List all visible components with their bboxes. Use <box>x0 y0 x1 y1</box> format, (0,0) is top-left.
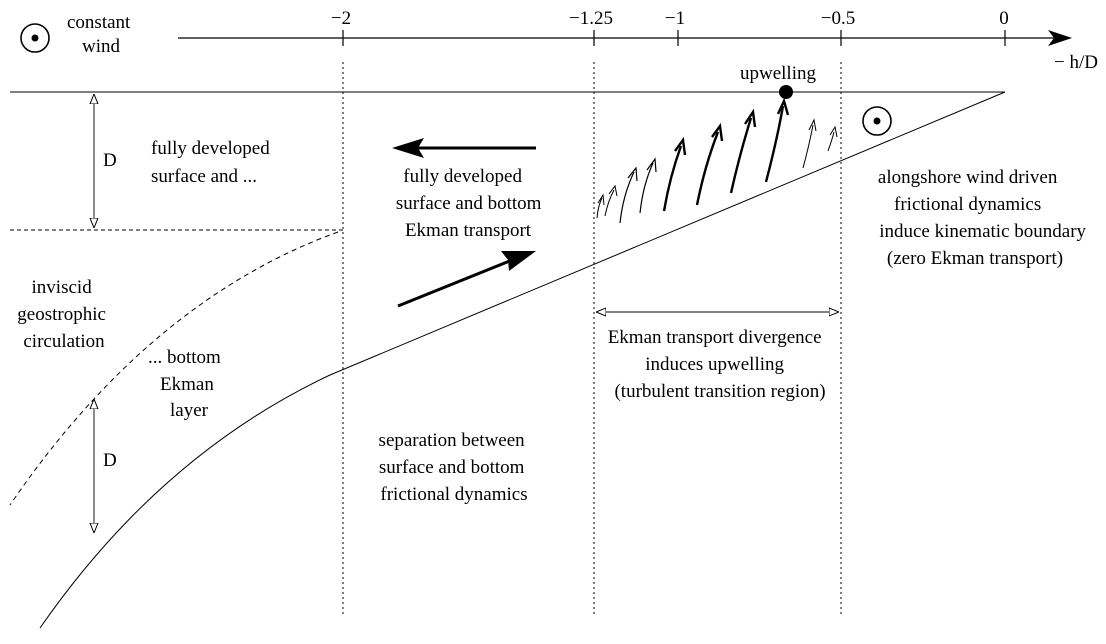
tick-label-m05: −0.5 <box>821 8 855 29</box>
upwelling-arrow-7 <box>729 117 753 194</box>
divergence-text: Ekman transport divergence induces upwel… <box>608 327 827 402</box>
upwelling-arrow-10 <box>827 131 835 152</box>
upper-layer-line-1: fully developed <box>151 138 270 159</box>
middle-region-line-1: fully developed <box>403 166 522 187</box>
upwelling-arrow-6 <box>695 131 720 206</box>
circled-dot-center <box>873 117 881 125</box>
separation-text: separation between surface and bottom fr… <box>379 430 530 505</box>
right-region-text: alongshore wind driven frictional dynami… <box>878 167 1091 269</box>
upwelling-arrow-10-head <box>829 125 838 138</box>
separation-line-1: separation between <box>379 430 526 451</box>
upwelling-arrow-7-head <box>744 108 757 128</box>
tick-label-m2: −2 <box>331 8 351 29</box>
circled-dot-icon <box>862 106 892 136</box>
upwelling-arrow-3 <box>619 171 635 224</box>
upwelling-arrow-5-head <box>674 136 687 156</box>
upwelling-arrow-8-head <box>776 97 790 116</box>
constant-wind-symbol <box>20 23 50 53</box>
bottom-layer-line-2: Ekman <box>160 374 214 395</box>
bottom-transport-arrow-shaft <box>397 258 513 308</box>
middle-region-line-2: surface and bottom <box>396 193 542 214</box>
middle-region-line-3: Ekman transport <box>405 220 532 241</box>
upwelling-arrow-6-head <box>711 122 724 142</box>
h-axis: −2 −1.25 −1 −0.5 0 − h/D <box>178 8 1098 73</box>
bottom-transport-arrowhead <box>501 251 536 271</box>
upwelling-arrow-2 <box>604 189 615 217</box>
divergence-line-3: (turbulent transition region) <box>614 381 825 402</box>
tick-label-m125: −1.25 <box>569 8 613 29</box>
right-region-line-1: alongshore wind driven <box>878 167 1058 188</box>
tick-label-0: 0 <box>999 8 1009 29</box>
axis-arrowhead <box>1048 30 1072 46</box>
legend-line-2: wind <box>82 36 121 57</box>
left-region-line-1: inviscid <box>32 277 93 298</box>
upwelling-arrow-2-head <box>608 184 618 197</box>
axis-label: − h/D <box>1054 52 1098 73</box>
divergence-line-1: Ekman transport divergence <box>608 327 822 348</box>
tick-label-m1: −1 <box>665 8 685 29</box>
depth-label-upper: D <box>103 150 117 171</box>
legend-line-1: constant <box>67 12 131 33</box>
guide-lines <box>342 62 842 614</box>
depth-label-lower: D <box>103 450 117 471</box>
circled-dot-icon <box>20 23 50 53</box>
upwelling-arrows <box>596 97 838 224</box>
upwelling-arrow-4 <box>639 162 654 214</box>
upwelling-arrow-5 <box>662 145 683 212</box>
bottom-layer-top <box>9 231 339 506</box>
separation-line-3: frictional dynamics <box>380 484 527 505</box>
upwelling-arrow-4-head <box>646 157 657 173</box>
upwelling-arrow-8 <box>764 105 785 183</box>
ekman-transport-arrows <box>392 138 536 308</box>
upper-layer-line-2: surface and ... <box>151 166 257 187</box>
separation-line-2: surface and bottom <box>379 457 525 478</box>
bottom-layer-text: ... bottom Ekman layer <box>148 347 226 421</box>
upper-layer-text: fully developed surface and ... <box>151 138 274 187</box>
upwelling-point <box>779 85 793 99</box>
left-region-line-3: circulation <box>23 331 105 352</box>
right-region-line-2: frictional dynamics <box>894 194 1041 215</box>
bottom-layer-line-1: ... bottom <box>148 347 221 368</box>
divergence-line-2: induces upwelling <box>645 354 784 375</box>
left-region-text: inviscid geostrophic circulation <box>17 277 110 352</box>
bottom-layer-line-3: layer <box>170 400 209 421</box>
alongshore-wind-symbol <box>862 106 892 136</box>
upwelling-arrow-9 <box>802 124 814 169</box>
circled-dot-center <box>31 34 39 42</box>
right-region-line-4: (zero Ekman transport) <box>887 248 1063 269</box>
middle-region-text: fully developed surface and bottom Ekman… <box>396 166 546 241</box>
right-region-line-3: induce kinematic boundary <box>879 221 1086 242</box>
upwelling-arrow-1 <box>596 197 603 219</box>
surface-transport-arrowhead <box>392 138 424 158</box>
upwelling-label: upwelling <box>740 63 816 84</box>
bottom-profile <box>39 91 1006 629</box>
upwelling-arrow-1-head <box>597 193 605 206</box>
upwelling-arrow-9-head <box>808 118 817 132</box>
left-region-line-2: geostrophic <box>17 304 106 325</box>
upwelling-arrow-3-head <box>627 166 638 182</box>
